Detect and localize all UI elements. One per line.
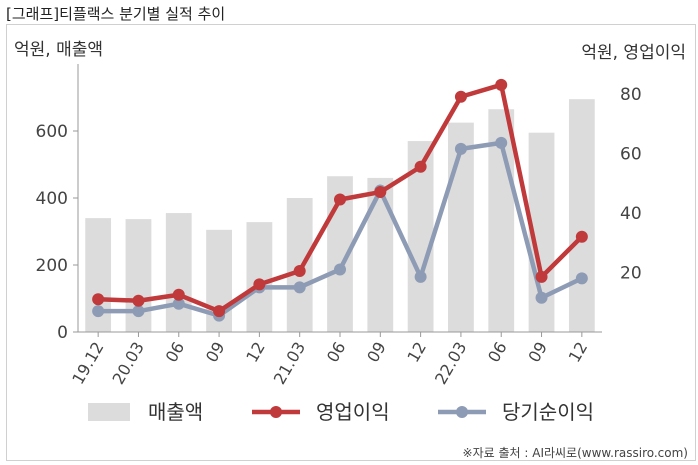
point-operating-profit-9 (454, 90, 467, 103)
chart-title: [그래프]티플랙스 분기별 실적 추이 (6, 5, 226, 23)
legend-label-revenue: 매출액 (148, 400, 203, 424)
right-tick-label-60: 60 (620, 144, 642, 164)
point-operating-profit-10 (495, 78, 508, 91)
left-tick-label-200: 200 (36, 256, 68, 276)
x-tick-label-10: 06 (484, 339, 511, 366)
point-net-income-0 (92, 305, 105, 318)
legend-marker-net-income (456, 406, 468, 418)
right-tick-label-20: 20 (620, 263, 642, 283)
x-tick-label-3: 09 (202, 339, 229, 366)
point-net-income-9 (454, 142, 467, 155)
point-operating-profit-4 (253, 278, 266, 291)
bar-revenue-12 (568, 99, 595, 332)
x-tick-label-12: 12 (565, 339, 592, 366)
point-net-income-1 (132, 305, 145, 318)
legend-marker-operating-profit (270, 406, 282, 418)
point-operating-profit-12 (575, 230, 588, 243)
point-net-income-10 (495, 136, 508, 149)
legend-swatch-revenue (88, 403, 130, 421)
point-operating-profit-11 (535, 270, 548, 283)
point-net-income-12 (575, 272, 588, 285)
point-operating-profit-7 (374, 186, 387, 199)
x-tick-label-5: 21.03 (270, 339, 309, 388)
point-operating-profit-3 (213, 305, 226, 318)
point-operating-profit-6 (334, 193, 346, 206)
x-tick-label-9: 22.03 (431, 339, 470, 388)
point-operating-profit-5 (293, 264, 306, 277)
x-tick-label-6: 06 (323, 339, 350, 366)
point-operating-profit-1 (132, 294, 145, 307)
point-operating-profit-2 (172, 288, 185, 301)
left-tick-label-0: 0 (57, 323, 68, 343)
legend-label-operating-profit: 영업이익 (316, 400, 390, 424)
bar-revenue-4 (246, 222, 273, 332)
point-operating-profit-0 (92, 293, 105, 306)
point-operating-profit-8 (414, 160, 427, 173)
x-tick-label-8: 12 (403, 339, 430, 366)
left-tick-label-400: 400 (36, 189, 68, 209)
x-tick-label-1: 20.03 (109, 339, 148, 388)
right-tick-label-80: 80 (620, 85, 642, 105)
left-tick-label-600: 600 (36, 122, 68, 142)
bar-revenue-2 (165, 213, 192, 332)
point-net-income-8 (414, 270, 427, 283)
point-net-income-6 (334, 263, 346, 276)
right-axis-unit: 억원, 영업이익 (581, 43, 686, 63)
point-net-income-5 (293, 281, 306, 294)
x-tick-label-2: 06 (162, 339, 189, 366)
x-tick-label-4: 12 (242, 339, 269, 366)
left-axis-unit: 억원, 매출액 (14, 40, 104, 60)
point-net-income-2 (172, 297, 185, 310)
bar-revenue-9 (448, 122, 474, 332)
source-note: ※자료 출처 : AI라씨로(www.rassiro.com) (462, 446, 688, 460)
right-tick-label-40: 40 (620, 204, 642, 224)
point-net-income-11 (535, 291, 548, 304)
legend-label-net-income: 당기순이익 (502, 400, 594, 424)
x-tick-label-11: 09 (524, 339, 551, 366)
x-tick-label-7: 09 (363, 339, 390, 366)
bar-revenue-7 (367, 177, 394, 332)
x-tick-label-0: 19.12 (68, 339, 107, 388)
chart-panel (6, 24, 696, 461)
